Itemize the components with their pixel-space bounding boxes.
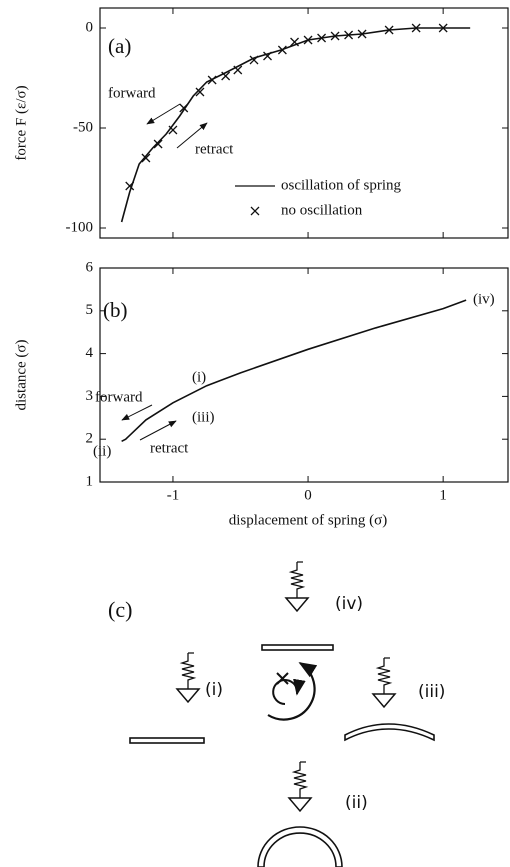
data-line <box>121 299 467 443</box>
x-marker <box>277 45 287 55</box>
y-tick-label: -100 <box>66 219 94 235</box>
annotation: (iii) <box>192 409 215 425</box>
legend-label: oscillation of spring <box>281 177 401 193</box>
y-tick-label: 5 <box>86 302 94 318</box>
legend-label: no oscillation <box>281 202 363 218</box>
x-tick-label: -1 <box>167 487 180 503</box>
x-marker <box>384 25 394 35</box>
spring <box>372 657 396 708</box>
x-marker <box>221 71 231 81</box>
annotation: (ii) <box>93 443 111 459</box>
x-marker <box>330 31 340 41</box>
x-marker <box>168 125 178 135</box>
plate <box>129 737 205 744</box>
x-axis-label: displacement of spring (σ) <box>229 512 387 528</box>
legend-marker <box>250 206 260 216</box>
y-tick-label: 0 <box>86 19 94 35</box>
arrow <box>139 420 177 441</box>
y-tick-label: 1 <box>86 473 94 489</box>
x-marker <box>344 30 354 40</box>
y-axis-label: distance (σ) <box>13 340 29 411</box>
arrow <box>146 103 181 125</box>
panel-b: distance (σ) displacement of spring (σ) … <box>13 259 509 528</box>
state-label: (iii) <box>418 682 445 702</box>
x-marker <box>195 87 205 97</box>
cross <box>276 672 289 685</box>
spring <box>176 652 200 703</box>
annotation: retract <box>150 440 189 456</box>
x-marker <box>290 37 300 47</box>
y-axis-label: force F (ε/σ) <box>13 85 29 160</box>
annotation: (i) <box>192 369 206 385</box>
diagram-c: (c) (iv) (i) (iii) (ii) <box>108 561 445 867</box>
x-marker <box>233 65 243 75</box>
x-marker <box>207 75 217 85</box>
y-tick-label: 2 <box>86 431 94 447</box>
x-marker <box>357 29 367 39</box>
spring <box>285 561 309 612</box>
y-tick-label: 6 <box>86 259 94 275</box>
x-marker <box>141 153 151 163</box>
state-label: (i) <box>205 680 223 700</box>
plot-frame <box>99 267 509 483</box>
panel-label: (c) <box>108 597 132 622</box>
spring <box>288 761 312 812</box>
x-tick-label: 0 <box>304 487 312 503</box>
y-tick-label: -50 <box>73 119 93 135</box>
y-tick-label: 4 <box>86 345 94 361</box>
annotation: forward <box>95 389 143 405</box>
arrow <box>121 404 153 421</box>
y-tick-label: 3 <box>86 388 94 404</box>
x-marker <box>317 33 327 43</box>
x-marker <box>179 103 189 113</box>
plate <box>344 723 435 742</box>
arrow <box>176 122 208 149</box>
panel-label: (a) <box>108 34 131 58</box>
x-marker <box>249 55 259 65</box>
plate <box>261 644 334 651</box>
x-marker <box>303 35 313 45</box>
plate <box>257 826 343 867</box>
data-line <box>120 27 471 223</box>
x-marker <box>438 23 448 33</box>
plot-frame <box>99 7 509 239</box>
x-marker <box>263 51 272 61</box>
x-tick-label: 1 <box>439 487 447 503</box>
x-marker <box>125 181 135 191</box>
x-marker <box>411 23 421 33</box>
panel-label: (b) <box>103 298 128 322</box>
annotation: (iv) <box>473 291 495 307</box>
state-label: (iv) <box>335 594 363 614</box>
panel-a: force F (ε/σ) (a) forward retract -100 -5… <box>13 7 509 239</box>
x-marker <box>153 139 163 149</box>
state-label: (ii) <box>345 793 368 813</box>
annotation: retract <box>195 141 234 157</box>
rotation-arrow <box>267 662 318 721</box>
annotation: forward <box>108 85 156 101</box>
